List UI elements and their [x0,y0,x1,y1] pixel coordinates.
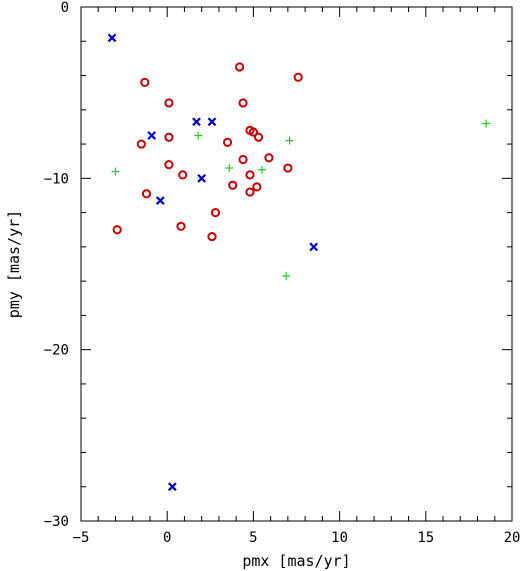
circle-marker [235,62,245,72]
circle-marker [228,180,238,190]
plus-marker [482,119,491,128]
circle-marker [245,187,255,197]
plot-frame [80,6,513,522]
cross-marker [192,117,201,127]
y-tick-label: −20 [44,343,69,359]
circle-marker [264,153,274,163]
circle-marker [178,170,188,180]
cross-marker [197,173,207,183]
circle-marker [140,77,150,87]
circle-marker [222,137,233,147]
circle-marker [238,154,248,165]
plus-marker [111,167,120,176]
circle-marker [252,182,262,192]
circle-marker [238,98,248,108]
cross-marker [107,33,117,43]
circle-marker [176,221,186,231]
x-tick-label: 5 [249,530,257,546]
x-tick-label: 20 [504,530,521,546]
circle-marker [245,170,255,180]
plus-marker [194,131,203,140]
x-axis-label: pmx [mas/yr] [242,552,350,570]
circle-marker [253,132,264,142]
plus-marker [225,164,234,173]
circle-marker [207,231,217,242]
y-axis-label: pmy [mas/yr] [5,210,23,318]
axis-tick-labels: −5 0 5 10 15 20 0 −10 −20 −30 [44,0,521,546]
circle-marker [164,160,174,170]
circle-marker [136,139,146,149]
x-tick-label: 10 [331,530,348,546]
x-tick-label: 0 [163,530,171,546]
circle-marker [141,189,152,199]
circle-marker [248,127,258,137]
axis-ticks [80,6,513,522]
cross-marker [155,196,165,205]
x-tick-label: −5 [73,530,90,546]
cross-marker [309,242,319,252]
cross-marker [147,131,157,140]
circle-marker [283,163,293,173]
y-tick-label: −30 [44,514,69,530]
y-tick-label: 0 [61,0,69,16]
circle-marker [164,98,174,108]
cross-marker [207,117,217,127]
y-tick-label: −10 [44,171,69,187]
plus-marker [285,136,294,145]
circle-marker [112,225,122,235]
plus-marker [258,165,267,174]
circle-marker [293,72,303,82]
circle-marker [164,132,174,142]
cross-marker [167,482,177,492]
x-tick-label: 15 [417,530,434,546]
data-markers [107,33,491,492]
circle-marker [210,208,221,218]
plus-marker [282,271,291,280]
